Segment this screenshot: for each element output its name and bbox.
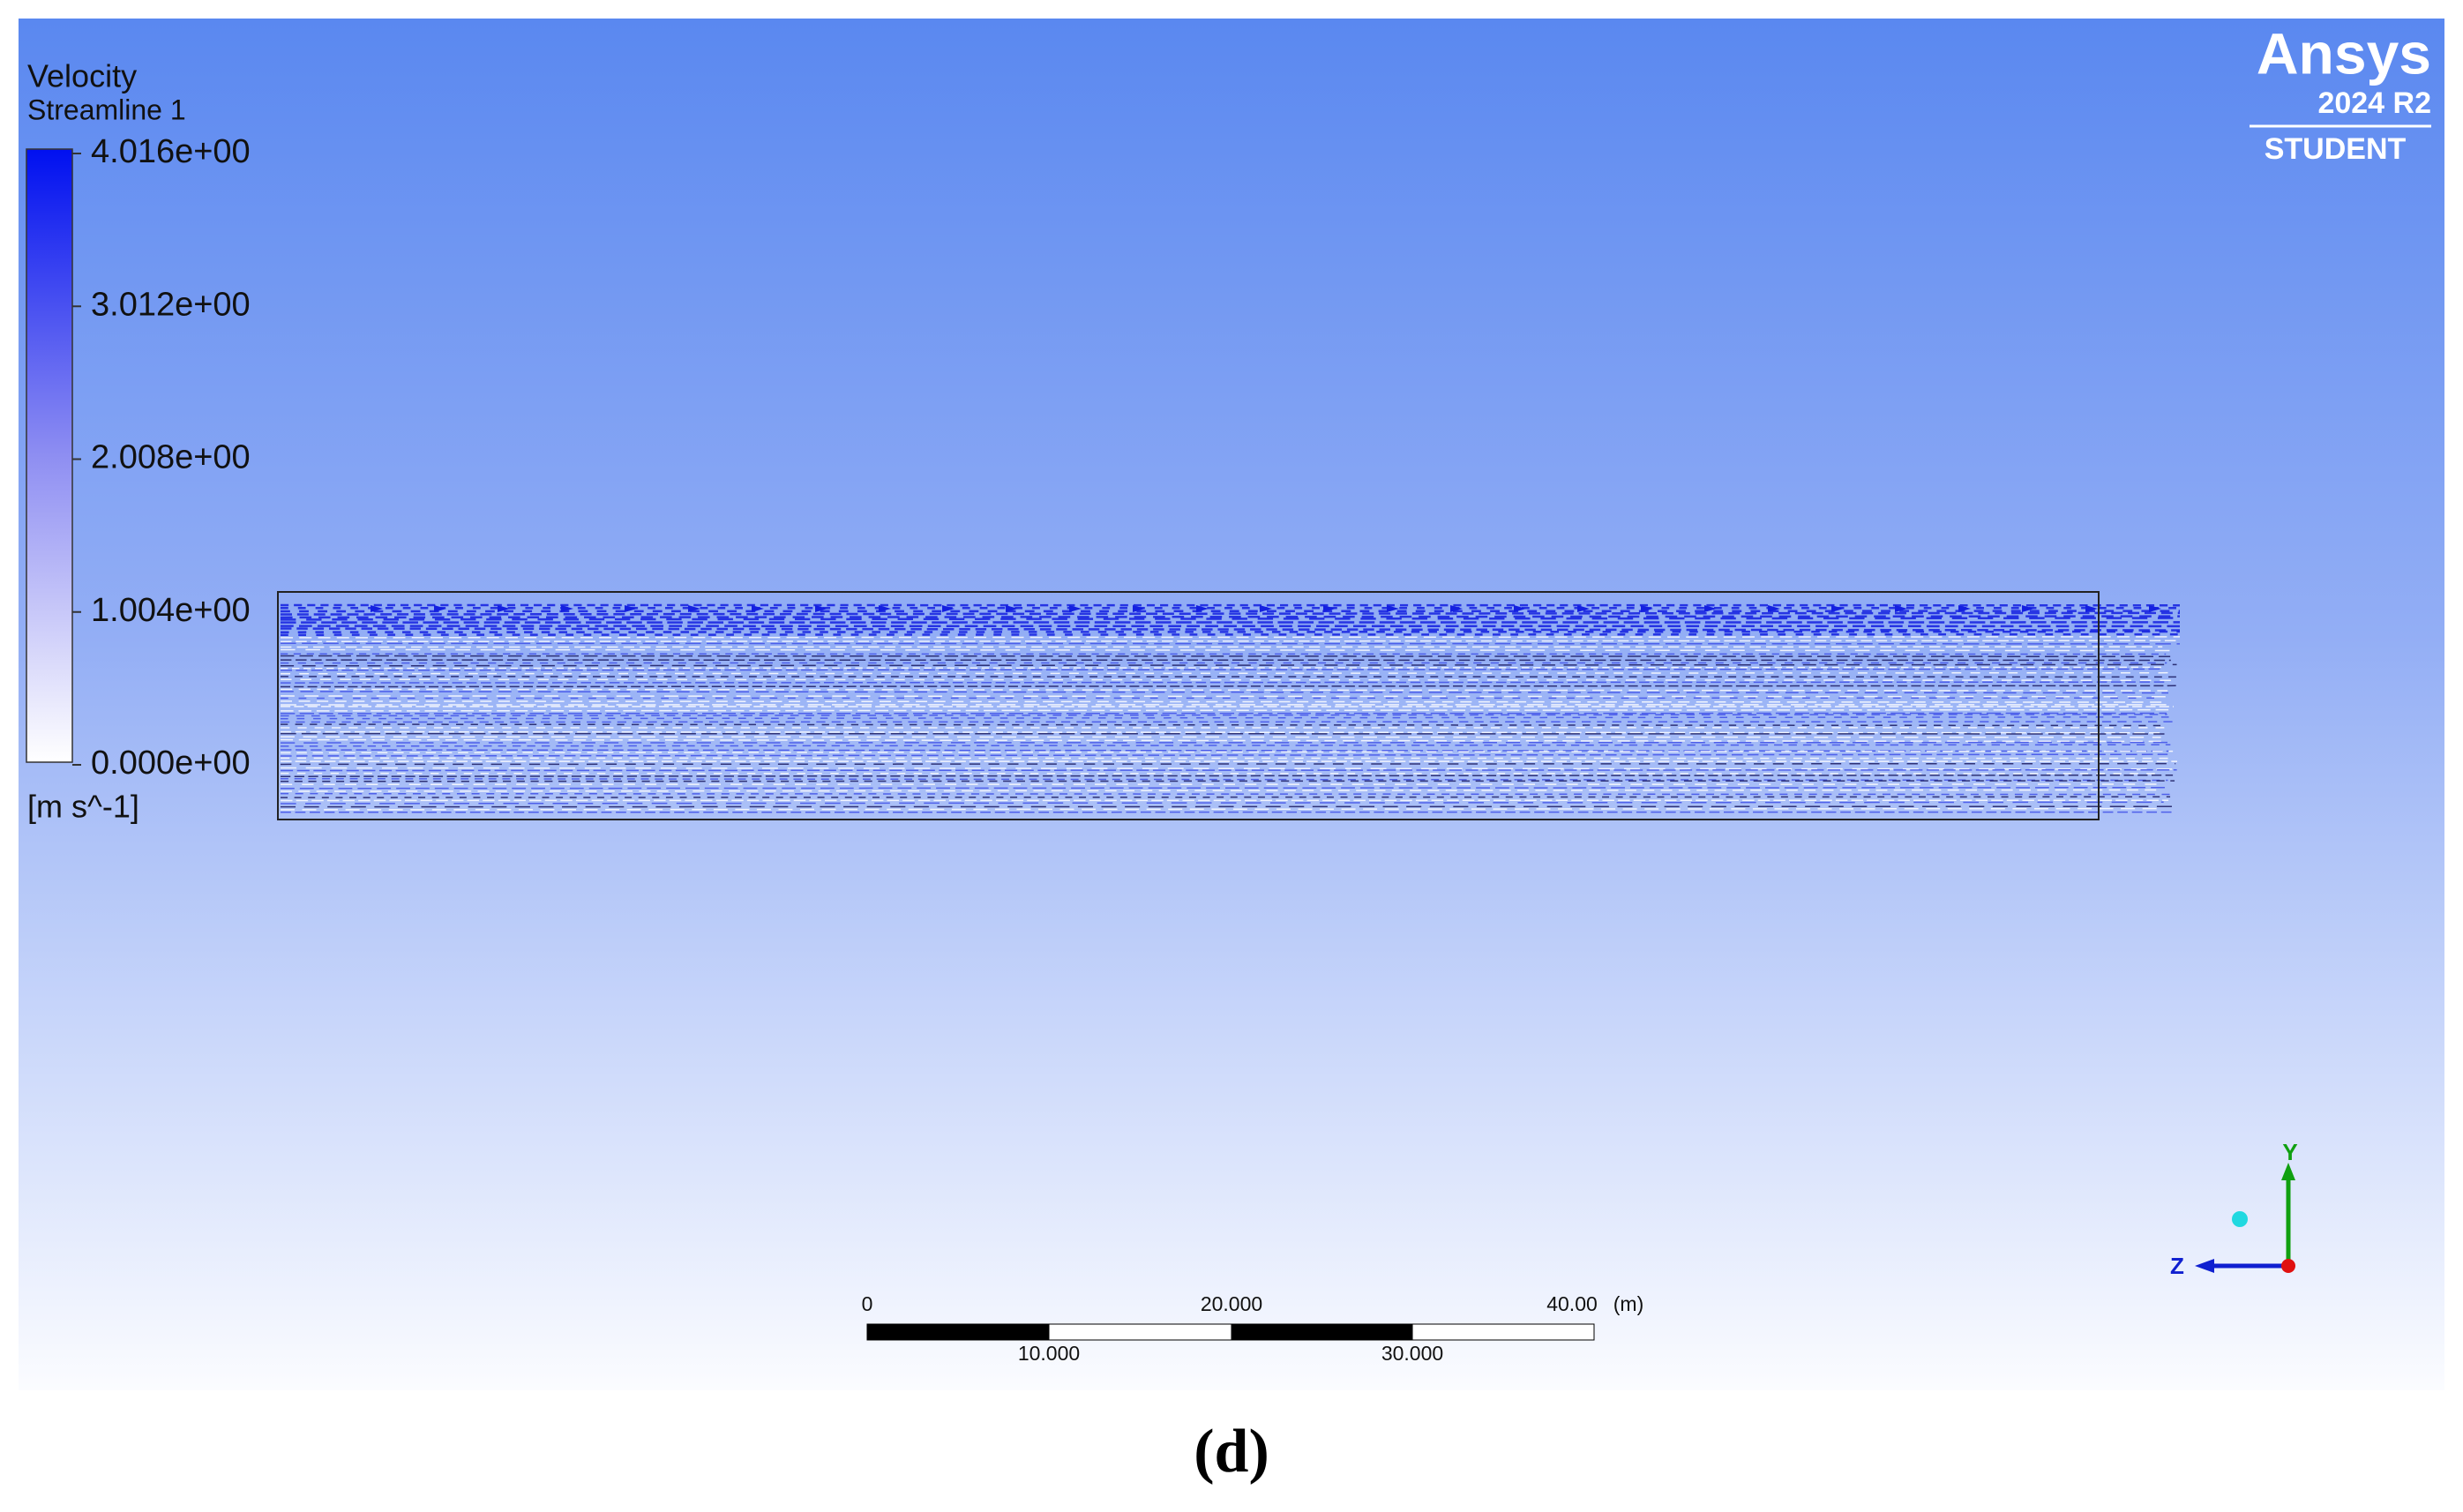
color-bar-label: 4.016e+00 (91, 133, 251, 170)
streamline (281, 794, 2174, 795)
scale-segment (1232, 1324, 1412, 1340)
logo-brand: Ansys (2257, 20, 2431, 86)
logo-version: 2024 R2 (2317, 86, 2431, 120)
streamline (281, 613, 2180, 615)
z-axis-label: Z (2170, 1253, 2184, 1279)
scale-label: 30.000 (1381, 1342, 1443, 1365)
color-bar-label: 0.000e+00 (91, 745, 251, 782)
scale-segment (1412, 1324, 1594, 1340)
origin-dot (2281, 1259, 2295, 1273)
legend-title: Velocity (27, 58, 137, 94)
y-axis-label: Y (2282, 1139, 2297, 1165)
scale-segment (867, 1324, 1049, 1340)
scale-label: 40.00 (1546, 1292, 1598, 1315)
scale-label: 0 (862, 1292, 873, 1315)
view-dot (2232, 1211, 2248, 1227)
legend-unit: [m s^-1] (27, 789, 139, 825)
color-bar-label: 2.008e+00 (91, 439, 251, 476)
legend-subtitle: Streamline 1 (27, 94, 186, 125)
scale-label: 20.000 (1201, 1292, 1262, 1315)
scale-unit: (m) (1613, 1292, 1643, 1315)
scale-segment (1049, 1324, 1232, 1340)
streamline (281, 617, 2180, 618)
logo-edition: STUDENT (2265, 132, 2407, 166)
scale-label: 10.000 (1018, 1342, 1080, 1365)
color-bar-label: 3.012e+00 (91, 286, 251, 323)
caption: (d) (1194, 1418, 1269, 1486)
color-bar (26, 149, 72, 762)
color-bar-label: 1.004e+00 (91, 592, 251, 629)
